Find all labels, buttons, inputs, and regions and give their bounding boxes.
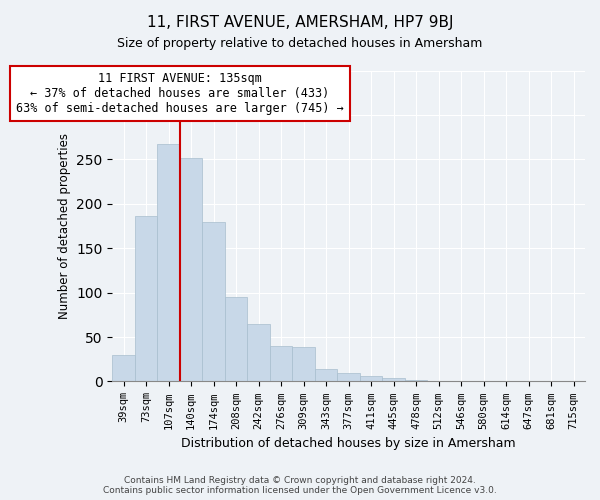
Text: Size of property relative to detached houses in Amersham: Size of property relative to detached ho… <box>118 38 482 51</box>
Bar <box>180 158 202 382</box>
Y-axis label: Number of detached properties: Number of detached properties <box>58 133 71 319</box>
Bar <box>405 380 427 382</box>
Bar <box>315 369 337 382</box>
Bar <box>247 324 270 382</box>
Bar <box>225 297 247 382</box>
Bar <box>157 144 180 382</box>
Bar <box>360 376 382 382</box>
Bar <box>135 216 157 382</box>
Text: Contains HM Land Registry data © Crown copyright and database right 2024.
Contai: Contains HM Land Registry data © Crown c… <box>103 476 497 495</box>
Bar <box>382 378 405 382</box>
Bar <box>112 355 135 382</box>
Bar <box>427 380 450 382</box>
Text: 11 FIRST AVENUE: 135sqm
← 37% of detached houses are smaller (433)
63% of semi-d: 11 FIRST AVENUE: 135sqm ← 37% of detache… <box>16 72 344 116</box>
X-axis label: Distribution of detached houses by size in Amersham: Distribution of detached houses by size … <box>181 437 516 450</box>
Bar <box>337 372 360 382</box>
Bar <box>270 346 292 382</box>
Bar <box>202 222 225 382</box>
Bar <box>562 380 585 382</box>
Bar <box>292 347 315 382</box>
Text: 11, FIRST AVENUE, AMERSHAM, HP7 9BJ: 11, FIRST AVENUE, AMERSHAM, HP7 9BJ <box>147 15 453 30</box>
